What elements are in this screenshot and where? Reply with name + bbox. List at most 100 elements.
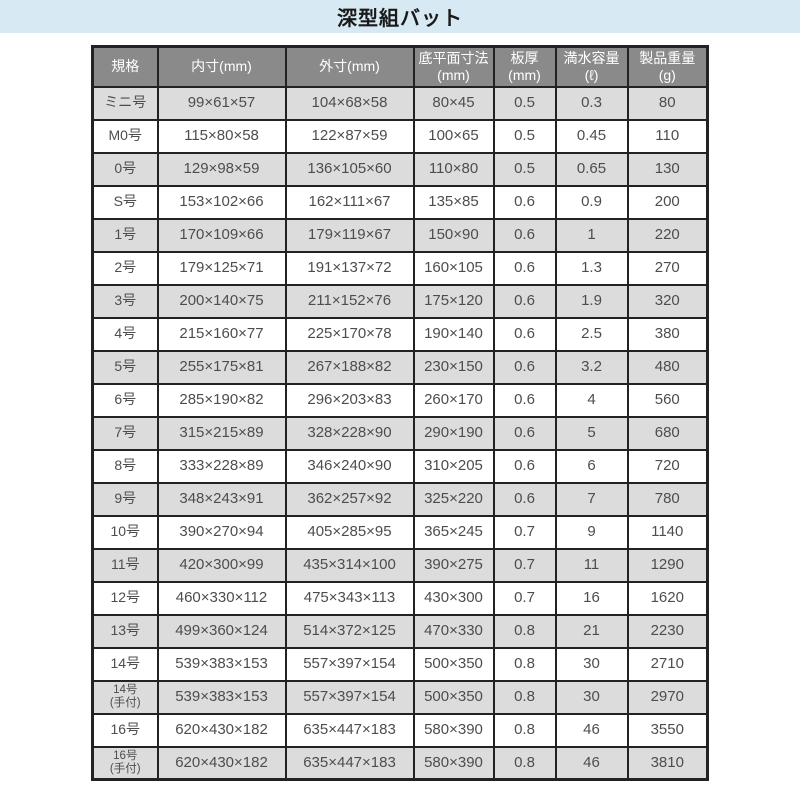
cell-thickness: 0.5 (492, 85, 557, 121)
cell-inner: 499×360×124 (156, 613, 287, 649)
cell-outer: 557×397×154 (284, 646, 415, 682)
cell-bottom: 175×120 (412, 283, 495, 319)
cell-spec: 0号 (91, 151, 159, 187)
cell-inner: 200×140×75 (156, 283, 287, 319)
table-row: 6号 285×190×82 296×203×83 260×170 0.6 4 560 (91, 382, 709, 418)
cell-bottom: 230×150 (412, 349, 495, 385)
cell-bottom: 325×220 (412, 481, 495, 517)
table-row: 0号 129×98×59 136×105×60 110×80 0.5 0.65 130 (91, 151, 709, 187)
cell-inner: 170×109×66 (156, 217, 287, 253)
cell-inner: 460×330×112 (156, 580, 287, 616)
cell-thickness: 0.6 (492, 349, 557, 385)
cell-weight: 2970 (626, 679, 709, 715)
cell-weight: 680 (626, 415, 709, 451)
table-row: 12号 460×330×112 475×343×113 430×300 0.7 16 162… (91, 580, 709, 616)
cell-outer: 435×314×100 (284, 547, 415, 583)
cell-bottom: 160×105 (412, 250, 495, 286)
cell-spec: M0号 (91, 118, 159, 154)
cell-bottom: 310×205 (412, 448, 495, 484)
cell-thickness: 0.7 (492, 514, 557, 550)
table-row: 4号 215×160×77 225×170×78 190×140 0.6 2.5 380 (91, 316, 709, 352)
cell-inner: 620×430×182 (156, 712, 287, 748)
cell-outer: 179×119×67 (284, 217, 415, 253)
cell-spec: 16号 (91, 712, 159, 748)
cell-outer: 514×372×125 (284, 613, 415, 649)
cell-capacity: 5 (554, 415, 629, 451)
table-row: 14号 (手付) 539×383×153 557×397×154 500×350 0.8… (91, 679, 709, 715)
cell-outer: 122×87×59 (284, 118, 415, 154)
cell-inner: 315×215×89 (156, 415, 287, 451)
cell-thickness: 0.8 (492, 745, 557, 781)
cell-bottom: 430×300 (412, 580, 495, 616)
cell-bottom: 80×45 (412, 85, 495, 121)
cell-thickness: 0.5 (492, 151, 557, 187)
cell-inner: 255×175×81 (156, 349, 287, 385)
table-body: ミニ号 99×61×57 104×68×58 80×45 0.5 0.3 80 M0号 115×… (91, 85, 709, 781)
table-row: 9号 348×243×91 362×257×92 325×220 0.6 7 780 (91, 481, 709, 517)
table-row: 3号 200×140×75 211×152×76 175×120 0.6 1.9 320 (91, 283, 709, 319)
cell-weight: 1290 (626, 547, 709, 583)
cell-spec: 12号 (91, 580, 159, 616)
cell-thickness: 0.5 (492, 118, 557, 154)
cell-thickness: 0.6 (492, 316, 557, 352)
cell-weight: 780 (626, 481, 709, 517)
column-header-capacity: 満水容量 (ℓ) (554, 45, 629, 88)
cell-outer: 211×152×76 (284, 283, 415, 319)
page-title: 深型組バット (337, 8, 463, 30)
cell-thickness: 0.6 (492, 415, 557, 451)
cell-weight: 720 (626, 448, 709, 484)
cell-outer: 162×111×67 (284, 184, 415, 220)
cell-capacity: 0.65 (554, 151, 629, 187)
cell-thickness: 0.8 (492, 646, 557, 682)
cell-capacity: 1 (554, 217, 629, 253)
column-header-thickness: 板厚(mm) (492, 45, 557, 88)
cell-outer: 362×257×92 (284, 481, 415, 517)
cell-bottom: 290×190 (412, 415, 495, 451)
table-row: 2号 179×125×71 191×137×72 160×105 0.6 1.3 270 (91, 250, 709, 286)
cell-bottom: 390×275 (412, 547, 495, 583)
cell-capacity: 0.3 (554, 85, 629, 121)
cell-outer: 267×188×82 (284, 349, 415, 385)
cell-weight: 2710 (626, 646, 709, 682)
cell-outer: 104×68×58 (284, 85, 415, 121)
table-row: S号 153×102×66 162×111×67 135×85 0.6 0.9 200 (91, 184, 709, 220)
cell-outer: 296×203×83 (284, 382, 415, 418)
cell-bottom: 365×245 (412, 514, 495, 550)
cell-capacity: 9 (554, 514, 629, 550)
cell-spec: 10号 (91, 514, 159, 550)
cell-capacity: 1.3 (554, 250, 629, 286)
table-row: 16号 (手付) 620×430×182 635×447×183 580×390 0.8… (91, 745, 709, 781)
cell-thickness: 0.6 (492, 448, 557, 484)
cell-outer: 328×228×90 (284, 415, 415, 451)
cell-bottom: 190×140 (412, 316, 495, 352)
cell-inner: 620×430×182 (156, 745, 287, 781)
cell-inner: 390×270×94 (156, 514, 287, 550)
column-header-spec: 規格 (91, 45, 159, 88)
cell-spec: 2号 (91, 250, 159, 286)
title-bar: 深型組バット (0, 0, 800, 33)
cell-inner: 99×61×57 (156, 85, 287, 121)
spec-table: 規格 内寸(mm) 外寸(mm) 底平面寸法 (mm) 板厚(mm) 満水容量 (ℓ) 製品… (91, 45, 709, 781)
cell-spec: 16号 (手付) (91, 745, 159, 781)
header-row: 規格 内寸(mm) 外寸(mm) 底平面寸法 (mm) 板厚(mm) 満水容量 (ℓ) 製品… (91, 45, 709, 88)
cell-weight: 480 (626, 349, 709, 385)
cell-weight: 130 (626, 151, 709, 187)
cell-spec: 4号 (91, 316, 159, 352)
cell-spec: 3号 (91, 283, 159, 319)
cell-inner: 348×243×91 (156, 481, 287, 517)
cell-outer: 405×285×95 (284, 514, 415, 550)
cell-weight: 2230 (626, 613, 709, 649)
cell-weight: 110 (626, 118, 709, 154)
cell-spec: 11号 (91, 547, 159, 583)
cell-capacity: 0.45 (554, 118, 629, 154)
cell-inner: 285×190×82 (156, 382, 287, 418)
table-row: 14号 539×383×153 557×397×154 500×350 0.8 30 271… (91, 646, 709, 682)
cell-inner: 179×125×71 (156, 250, 287, 286)
cell-capacity: 46 (554, 745, 629, 781)
cell-bottom: 150×90 (412, 217, 495, 253)
cell-inner: 115×80×58 (156, 118, 287, 154)
table-row: 11号 420×300×99 435×314×100 390×275 0.7 11 1290 (91, 547, 709, 583)
cell-inner: 129×98×59 (156, 151, 287, 187)
table-row: 1号 170×109×66 179×119×67 150×90 0.6 1 220 (91, 217, 709, 253)
cell-thickness: 0.7 (492, 580, 557, 616)
